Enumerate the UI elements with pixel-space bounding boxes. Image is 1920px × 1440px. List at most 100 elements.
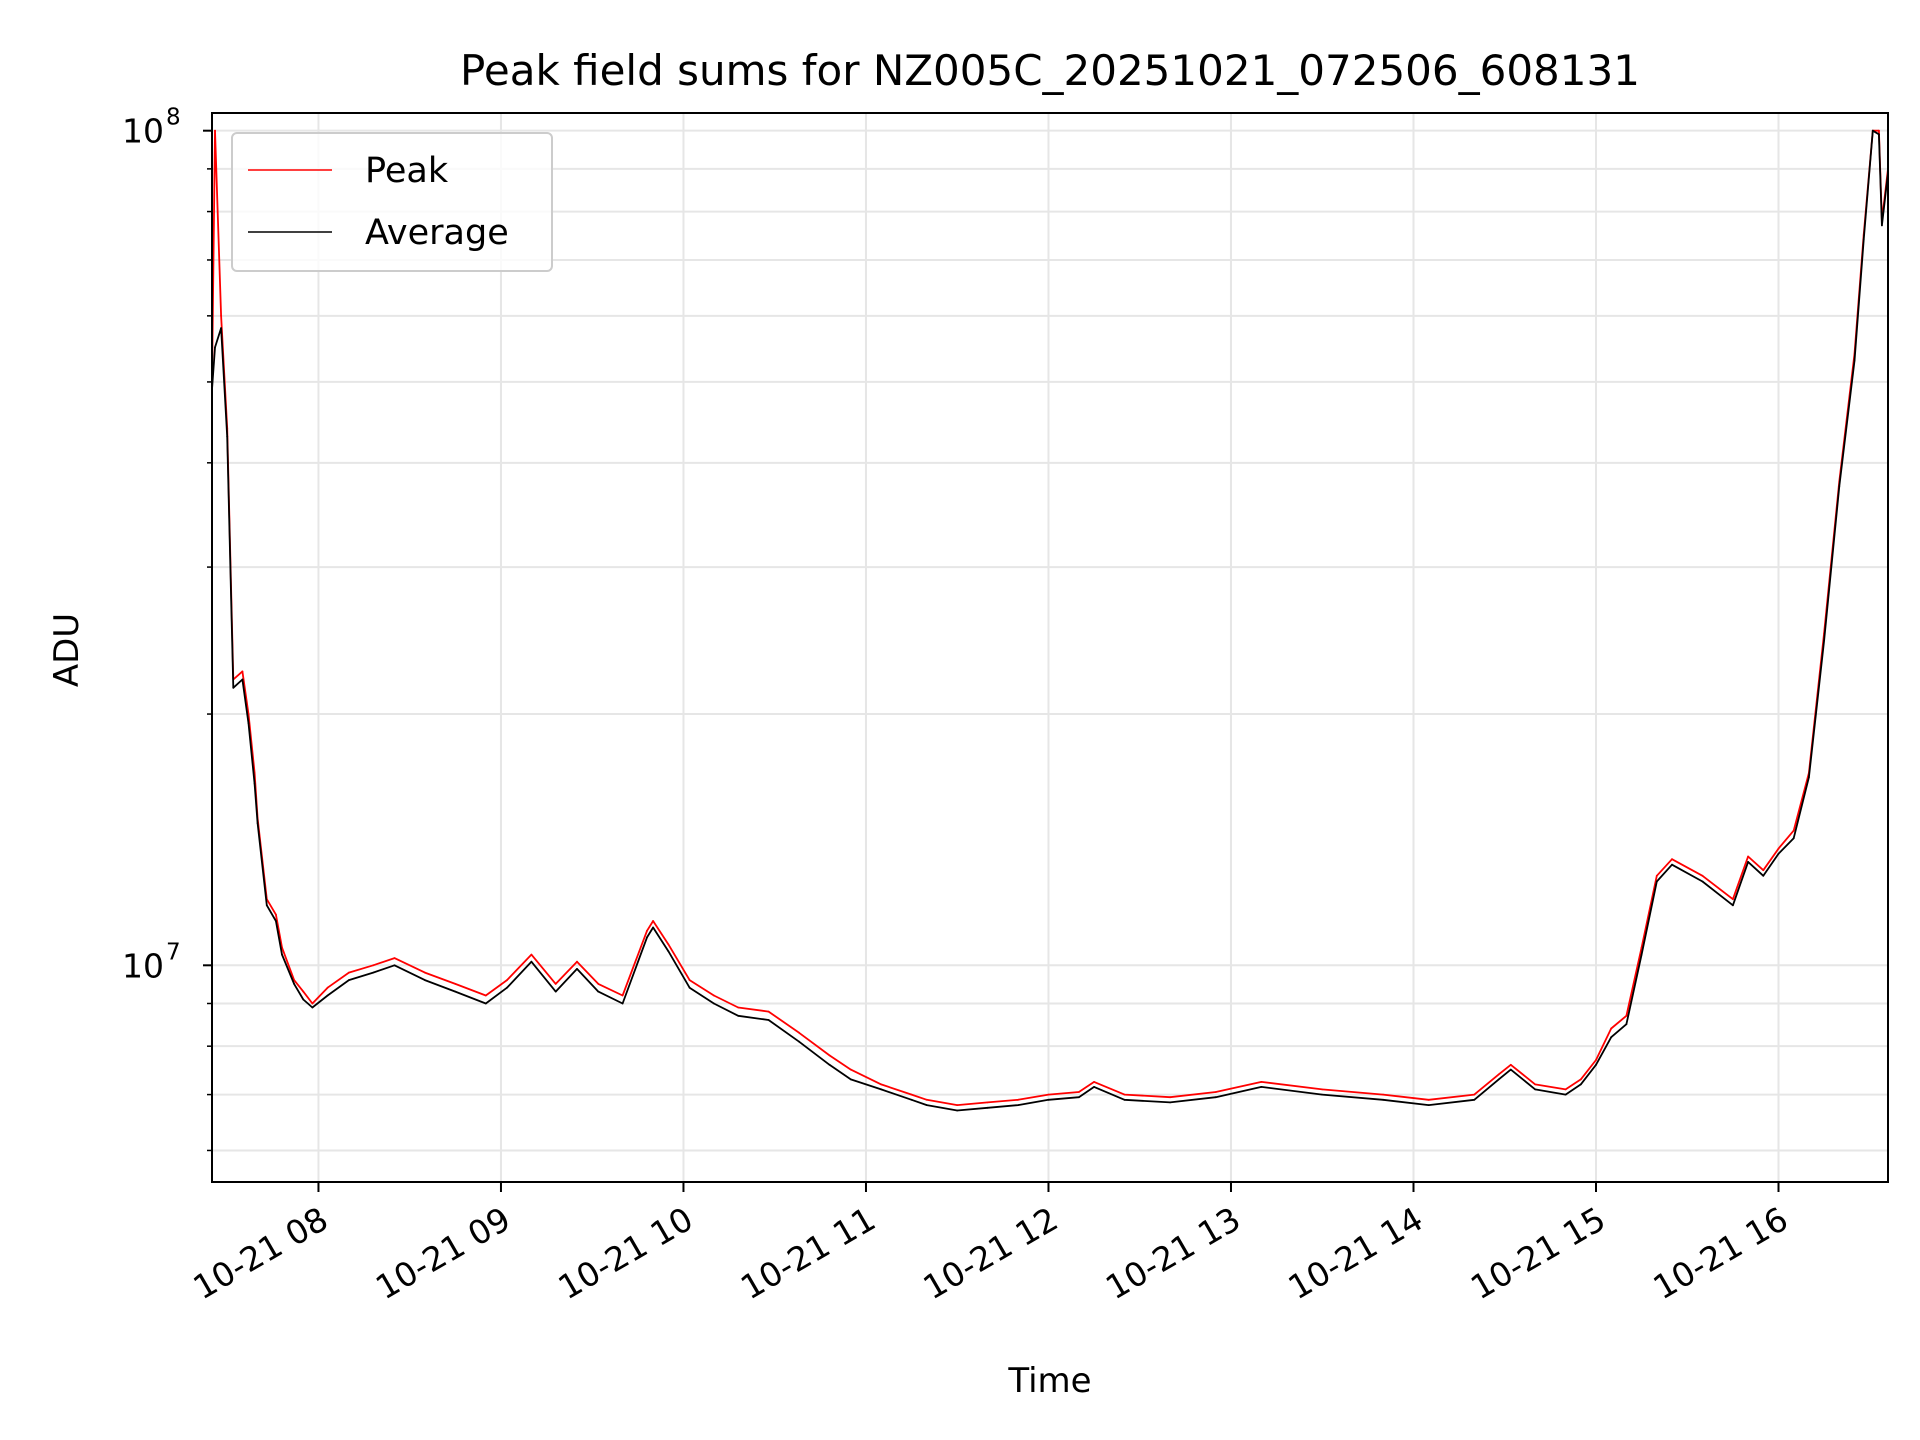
data-point-average [1078, 1096, 1080, 1099]
data-point-peak [530, 953, 533, 956]
data-point-average [1427, 1104, 1430, 1106]
data-point-average [880, 1088, 883, 1091]
legend: Peak Average [231, 132, 553, 272]
data-point-average [506, 986, 508, 989]
data-point-peak [1509, 1063, 1512, 1066]
data-point-average [1671, 863, 1673, 866]
chart-title: Peak field sums for NZ005C_20251021_0725… [460, 46, 1640, 95]
data-point-average [1497, 1078, 1500, 1081]
data-point-peak [1579, 1078, 1582, 1081]
data-point-peak [667, 943, 670, 946]
data-point-average [275, 920, 277, 922]
data-point-average [484, 1002, 487, 1005]
legend-label-peak: Peak [365, 151, 449, 191]
y-tick-label-exponent: 8 [166, 105, 181, 131]
data-point-average [302, 998, 305, 1001]
data-point-peak [1169, 1096, 1171, 1099]
data-point-average [1093, 1086, 1095, 1088]
data-point-peak [372, 964, 375, 967]
data-point-average [372, 971, 375, 974]
data-point-peak [506, 979, 508, 981]
data-point-peak [454, 983, 457, 985]
data-point-average [247, 722, 250, 725]
x-axis-label: Time [1007, 1361, 1091, 1401]
data-point-peak [1534, 1083, 1537, 1086]
data-point-peak [910, 1093, 913, 1096]
data-point-average [576, 968, 578, 970]
data-point-average [646, 936, 648, 939]
data-point-average [1701, 880, 1704, 883]
data-point-average [214, 346, 216, 349]
data-point-peak [1123, 1093, 1126, 1096]
data-point-peak [484, 994, 487, 997]
data-point-peak [220, 314, 223, 317]
data-point-average [798, 1040, 800, 1043]
data-point-average [1853, 359, 1856, 362]
data-point-peak [1701, 874, 1704, 877]
data-point-peak [424, 971, 426, 974]
data-point-average [311, 1006, 314, 1009]
data-point-peak [849, 1068, 852, 1071]
data-point-peak [348, 971, 350, 974]
data-point-peak [621, 994, 624, 997]
data-point-average [667, 950, 670, 952]
data-point-peak [1427, 1098, 1430, 1101]
series-group [211, 129, 1889, 1112]
data-point-peak [1497, 1073, 1500, 1076]
data-point-average [621, 1002, 624, 1005]
data-point-peak [1260, 1081, 1263, 1083]
data-point-peak [1382, 1093, 1384, 1096]
data-point-peak [880, 1083, 883, 1086]
data-point-peak [737, 1006, 740, 1009]
data-point-average [1838, 485, 1841, 488]
data-point-average [688, 986, 691, 989]
data-point-peak [798, 1031, 800, 1034]
data-point-average [767, 1019, 770, 1021]
data-point-peak [1047, 1093, 1050, 1096]
data-point-peak [1878, 129, 1880, 132]
data-point-peak [214, 129, 216, 132]
data-point-peak [393, 957, 396, 959]
data-point-average [1047, 1098, 1050, 1101]
data-point-peak [326, 986, 329, 989]
data-point-average [849, 1078, 852, 1081]
data-point-average [1610, 1036, 1613, 1039]
data-point-peak [576, 960, 578, 963]
data-point-peak [1762, 869, 1765, 872]
data-point-peak [646, 929, 648, 932]
data-point-average [1747, 861, 1749, 863]
y-axis-label: ADU [47, 613, 87, 687]
data-point-average [1655, 880, 1658, 883]
legend-label-average: Average [365, 213, 509, 253]
data-point-average [1382, 1098, 1384, 1101]
data-point-peak [1595, 1059, 1597, 1061]
data-point-average [597, 990, 600, 993]
data-point-average [1564, 1093, 1567, 1096]
data-point-average [1260, 1086, 1263, 1088]
data-point-peak [1610, 1027, 1613, 1030]
data-point-average [925, 1104, 928, 1106]
data-point-peak [925, 1098, 928, 1101]
data-point-peak [241, 670, 244, 673]
data-point-average [241, 678, 244, 681]
data-point-peak [597, 983, 600, 985]
data-point-average [986, 1106, 989, 1109]
data-point-average [1625, 1023, 1628, 1026]
data-point-peak [554, 983, 557, 985]
data-point-average [1509, 1068, 1512, 1071]
data-point-peak [956, 1104, 959, 1106]
data-point-average [1579, 1083, 1582, 1086]
data-point-average [554, 990, 557, 993]
data-point-average [530, 960, 533, 963]
data-point-average [652, 926, 654, 929]
data-point-peak [1777, 847, 1780, 850]
data-point-average [956, 1109, 959, 1112]
data-point-peak [1655, 874, 1658, 877]
data-point-average [1169, 1101, 1171, 1104]
data-point-peak [1625, 1014, 1628, 1017]
data-point-average [713, 1002, 715, 1005]
y-tick-label: 10 [122, 946, 164, 985]
data-point-average [1808, 776, 1810, 779]
